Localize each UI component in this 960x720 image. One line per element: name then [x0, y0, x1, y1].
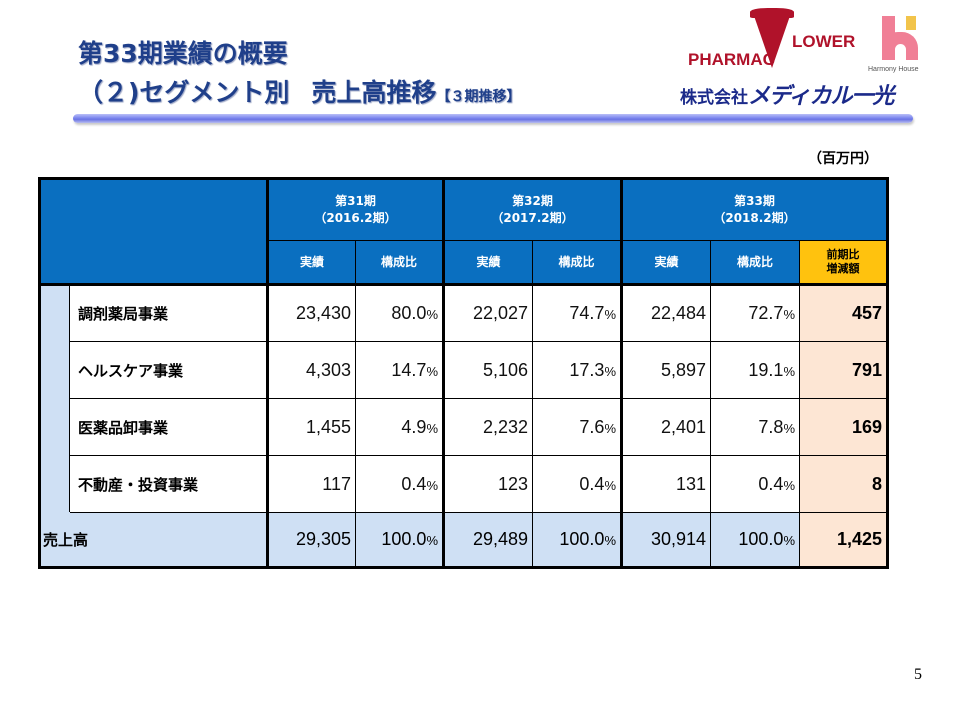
row-label: ヘルスケア事業	[69, 341, 268, 399]
row-label: 調剤薬局事業	[69, 284, 268, 342]
period-header-32: 第32期 （2017.2期）	[442, 178, 622, 241]
col-actual-31: 実績	[266, 240, 356, 286]
subtitle-prefix: （２)セグメント別	[78, 78, 290, 107]
total-label: 売上高	[39, 512, 268, 568]
subtitle-sub: 【３期推移】	[436, 89, 521, 105]
company-prefix: 株式会社	[680, 88, 748, 108]
page-title: 第33期業績の概要	[78, 39, 288, 68]
title-underline	[73, 114, 913, 123]
period-header-31: 第31期 （2016.2期）	[266, 178, 444, 241]
col-actual-33: 実績	[620, 240, 711, 286]
harmony-house-logo-icon	[876, 14, 928, 64]
table-row: 調剤薬局事業 23,430 80.0% 22,027 74.7% 22,484 …	[39, 284, 888, 513]
harmony-house-text: Harmony House	[868, 66, 919, 73]
subtitle-main: 売上高推移	[311, 78, 437, 107]
segment-side-band	[39, 284, 70, 513]
table-row: 不動産・投資事業 117 0.4% 123 0.4% 131 0.4% 8	[40, 455, 888, 513]
pharmacy-flower-logo-right: LOWER	[792, 32, 856, 51]
page-subtitle: （２)セグメント別 売上高推移【３期推移】	[78, 73, 520, 109]
segment-sales-table: 第31期 （2016.2期） 第32期 （2017.2期） 第33期 （2018…	[38, 177, 889, 569]
company-name: 株式会社メディカル一光	[680, 78, 894, 110]
page-number: 5	[914, 666, 922, 683]
col-ratio-33: 構成比	[710, 240, 800, 286]
flower-logo-stem-icon	[752, 10, 792, 68]
unit-label: （百万円）	[808, 151, 878, 167]
row-label: 医薬品卸事業	[69, 398, 268, 456]
total-yoy: 1,425	[799, 512, 888, 568]
company-brand: メディカル一光	[748, 84, 894, 109]
table-row: ヘルスケア事業 4,303 14.7% 5,106 17.3% 5,897 19…	[40, 341, 888, 399]
total-row: 売上高 29,305 100.0% 29,489 100.0% 30,914 1…	[39, 512, 888, 568]
col-ratio-31: 構成比	[355, 240, 444, 286]
col-ratio-32: 構成比	[532, 240, 622, 286]
col-yoy-change: 前期比 増減額	[799, 240, 888, 286]
logo-area: PHARMAC LOWER Harmony House	[680, 8, 940, 108]
period-header-33: 第33期 （2018.2期）	[620, 178, 888, 241]
row-label: 不動産・投資事業	[69, 455, 268, 513]
header-blank	[39, 178, 268, 285]
col-actual-32: 実績	[442, 240, 533, 286]
table-row: 医薬品卸事業 1,455 4.9% 2,232 7.6% 2,401 7.8% …	[40, 398, 888, 456]
